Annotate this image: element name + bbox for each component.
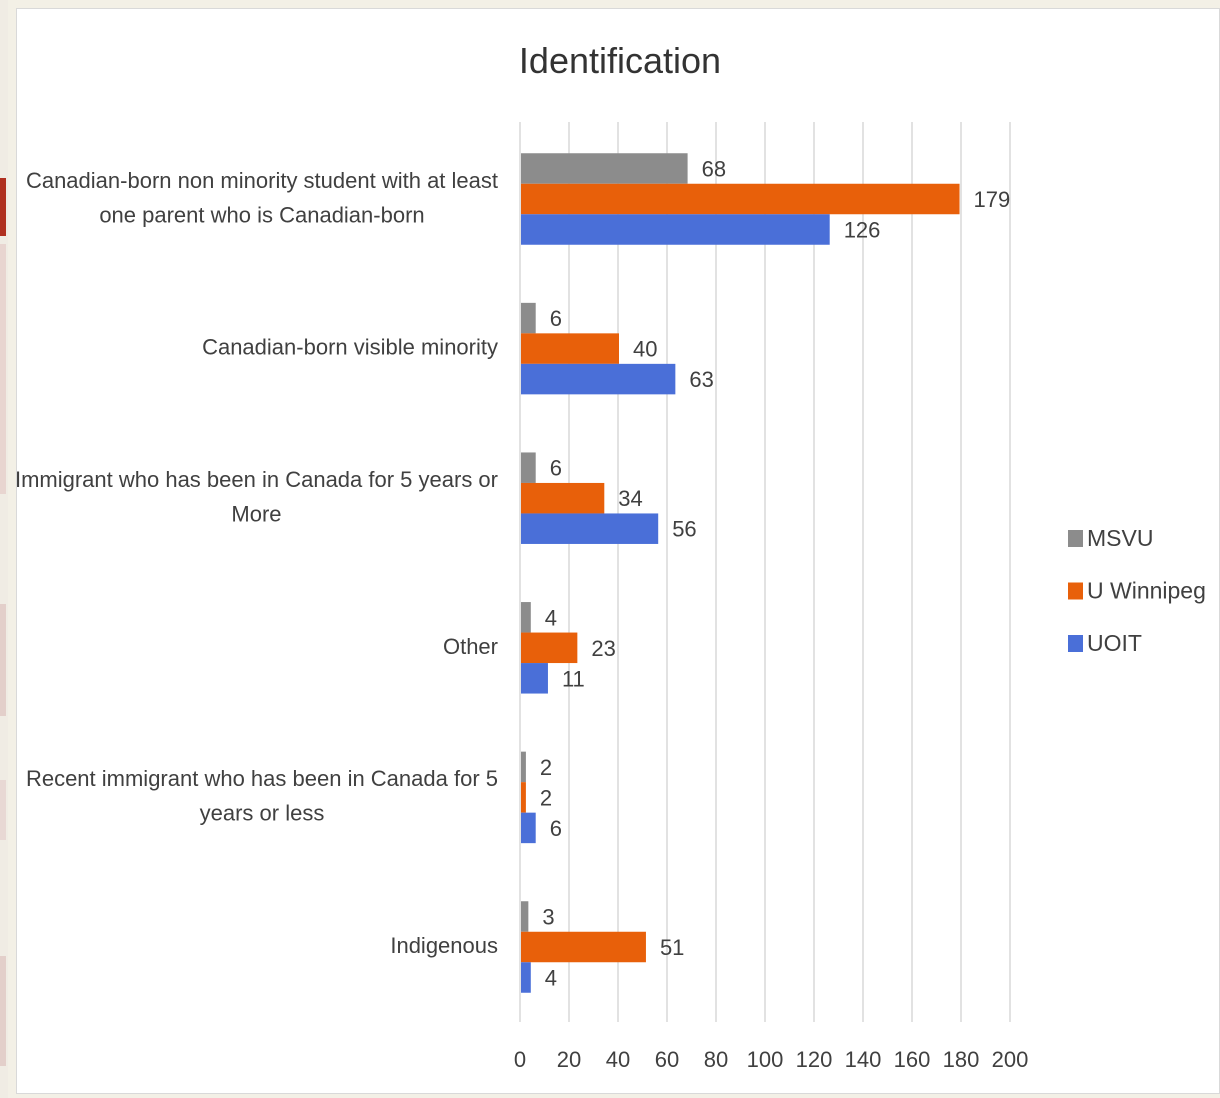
x-tick-label: 0 xyxy=(514,1047,526,1072)
legend: MSVU U Winnipeg UOIT xyxy=(1068,525,1206,656)
x-tick-label: 120 xyxy=(796,1047,833,1072)
legend-swatch xyxy=(1068,582,1083,600)
side-accent xyxy=(0,178,6,236)
side-block xyxy=(0,780,6,840)
category-label: Recent immigrant who has been in Canada … xyxy=(26,766,498,826)
bar-u-winnipeg xyxy=(521,931,646,963)
legend-label: MSVU xyxy=(1087,525,1153,551)
x-tick-label: 140 xyxy=(845,1047,882,1072)
x-axis-ticks: 0 20 40 60 80 100 120 140 160 180 200 xyxy=(514,1047,1028,1072)
data-label: 2 xyxy=(540,755,552,780)
bar-uoit xyxy=(521,363,676,395)
data-label: 4 xyxy=(545,966,557,991)
category-label: Canadian-born visible minority xyxy=(202,335,498,360)
x-tick-label: 60 xyxy=(655,1047,679,1072)
data-label: 6 xyxy=(550,456,562,481)
bar-msvu xyxy=(521,901,529,932)
data-label: 126 xyxy=(844,218,881,243)
bar-u-winnipeg xyxy=(521,482,605,514)
data-label: 56 xyxy=(672,517,696,542)
data-label: 3 xyxy=(542,905,554,930)
bar-msvu xyxy=(521,452,536,483)
x-tick-label: 160 xyxy=(894,1047,931,1072)
data-label: 68 xyxy=(702,157,726,182)
data-label: 63 xyxy=(689,367,713,392)
data-label: 2 xyxy=(540,785,552,810)
legend-swatch xyxy=(1068,530,1083,547)
data-label: 11 xyxy=(562,666,585,691)
bar-msvu xyxy=(521,602,531,633)
x-tick-label: 200 xyxy=(992,1047,1029,1072)
x-tick-label: 100 xyxy=(747,1047,784,1072)
x-tick-label: 180 xyxy=(943,1047,980,1072)
category-label: Canadian-born non minority student with … xyxy=(26,168,498,228)
legend-label: U Winnipeg xyxy=(1087,578,1206,604)
bar-uoit xyxy=(521,663,548,694)
bar-u-winnipeg xyxy=(521,632,578,664)
data-label: 179 xyxy=(974,187,1011,212)
legend-label: UOIT xyxy=(1087,630,1142,656)
data-label: 34 xyxy=(618,486,642,511)
x-tick-label: 80 xyxy=(704,1047,728,1072)
data-label: 4 xyxy=(545,605,557,630)
gridlines xyxy=(519,122,1011,1022)
bar-u-winnipeg xyxy=(521,183,960,215)
bar-uoit xyxy=(521,962,531,993)
bar-msvu xyxy=(521,751,526,783)
category-label: Indigenous xyxy=(390,933,498,958)
bar-uoit xyxy=(521,513,659,544)
x-tick-label: 40 xyxy=(606,1047,630,1072)
side-block xyxy=(0,956,6,1066)
legend-swatch xyxy=(1068,635,1083,652)
category-label: Other xyxy=(443,634,498,659)
data-label: 40 xyxy=(633,337,657,362)
data-label: 6 xyxy=(550,306,562,331)
category-label: Immigrant who has been in Canada for 5 y… xyxy=(15,467,498,527)
side-block xyxy=(0,244,6,494)
bar-u-winnipeg xyxy=(521,782,526,813)
bar-msvu xyxy=(521,153,688,184)
bar-uoit xyxy=(521,812,536,844)
side-strip xyxy=(0,0,8,1098)
category-labels: Canadian-born non minority student with … xyxy=(15,168,498,958)
bar-uoit xyxy=(521,214,830,245)
data-label: 51 xyxy=(660,935,684,960)
bar-msvu xyxy=(521,302,536,334)
side-block xyxy=(0,604,6,716)
x-tick-label: 20 xyxy=(557,1047,581,1072)
data-label: 6 xyxy=(550,816,562,841)
chart-title: Identification xyxy=(519,40,721,81)
bar-u-winnipeg xyxy=(521,333,619,364)
data-label: 23 xyxy=(591,636,615,661)
